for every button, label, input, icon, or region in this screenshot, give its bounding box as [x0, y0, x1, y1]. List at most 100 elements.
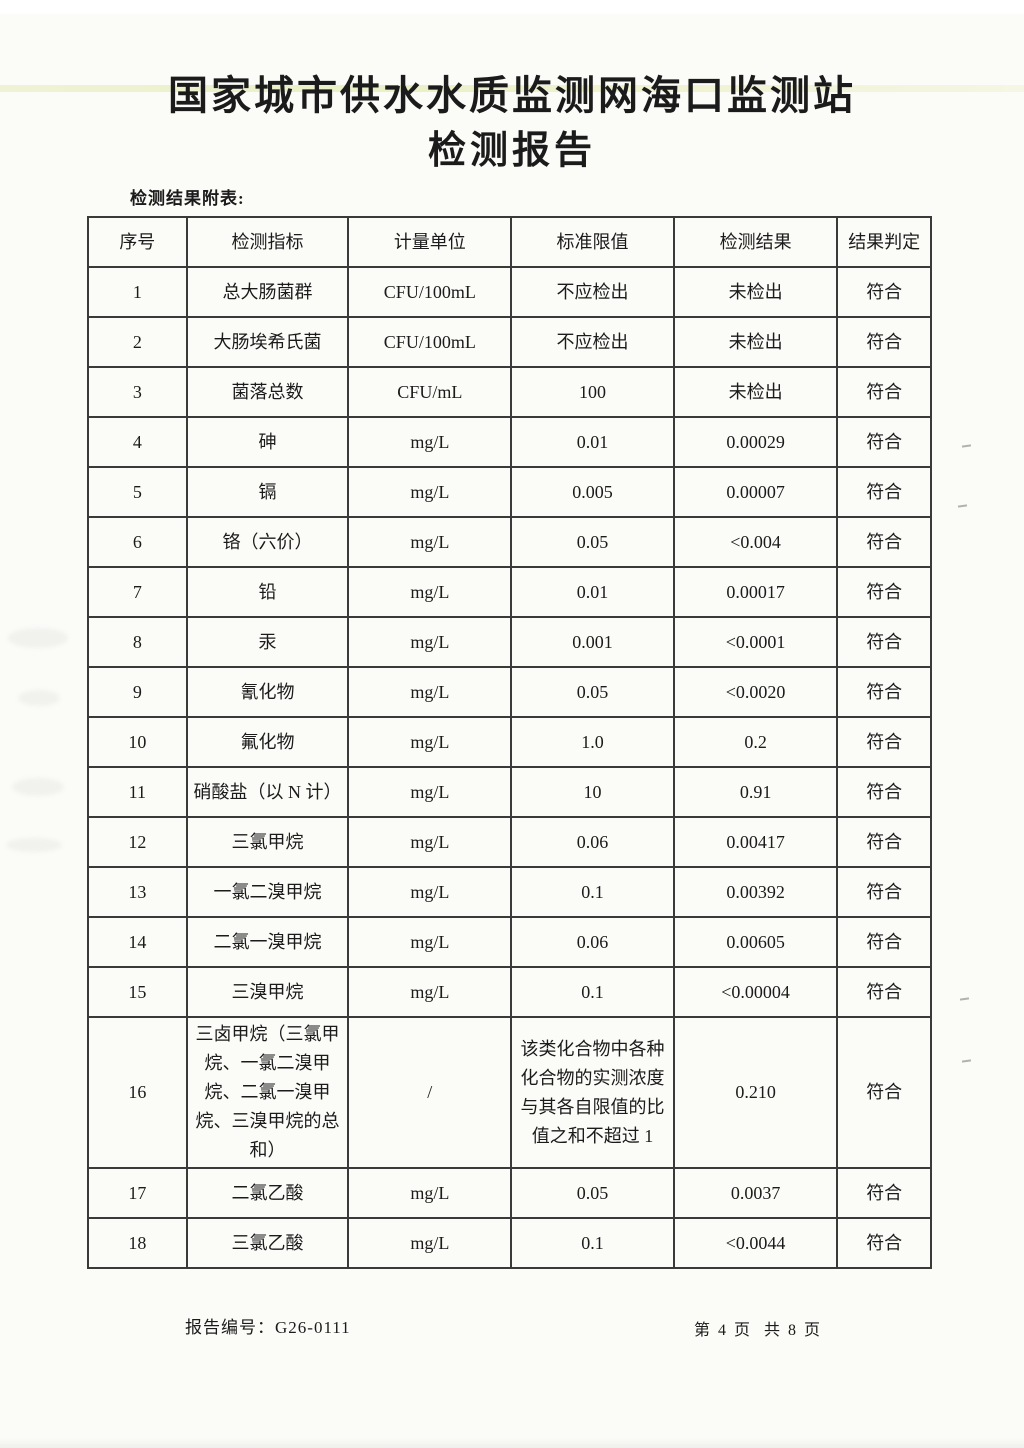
judgment-cell: 符合	[836, 366, 932, 418]
result-cell: 未检出	[672, 366, 839, 418]
limit-cell: 0.1	[510, 1217, 675, 1269]
unit-cell: mg/L	[347, 566, 513, 618]
limit-cell: 0.01	[510, 566, 675, 618]
table-row: 7 铅 mg/L 0.01 0.00017 符合	[87, 566, 932, 618]
result-cell: 0.00417	[672, 816, 839, 868]
judgment-cell: 符合	[836, 966, 932, 1018]
seq-cell: 3	[87, 366, 188, 418]
unit-cell: mg/L	[347, 966, 513, 1018]
indicator-cell: 铅	[185, 566, 350, 618]
indicator-cell: 汞	[185, 616, 350, 668]
header-limit: 标准限值	[510, 216, 675, 268]
indicator-cell: 镉	[185, 466, 350, 518]
table-row: 15 三溴甲烷 mg/L 0.1 <0.00004 符合	[87, 966, 932, 1018]
judgment-cell: 符合	[836, 716, 932, 768]
judgment-cell: 符合	[836, 1217, 932, 1269]
judgment-cell: 符合	[836, 1016, 932, 1169]
result-cell: 0.210	[672, 1016, 839, 1169]
result-cell: 0.00017	[672, 566, 839, 618]
limit-cell: 100	[510, 366, 675, 418]
judgment-cell: 符合	[836, 816, 932, 868]
indicator-cell: 砷	[185, 416, 350, 468]
indicator-cell: 三氯甲烷	[185, 816, 350, 868]
table-row: 11 硝酸盐（以 N 计） mg/L 10 0.91 符合	[87, 766, 932, 818]
header-indicator: 检测指标	[185, 216, 350, 268]
indicator-cell: 总大肠菌群	[185, 266, 350, 318]
judgment-cell: 符合	[836, 916, 932, 968]
unit-cell: mg/L	[347, 1217, 513, 1269]
indicator-cell: 二氯乙酸	[185, 1167, 350, 1219]
result-cell: 未检出	[672, 266, 839, 318]
table-row: 14 二氯一溴甲烷 mg/L 0.06 0.00605 符合	[87, 916, 932, 968]
unit-cell: mg/L	[347, 716, 513, 768]
report-number: 报告编号：G26-0111	[185, 1313, 351, 1338]
result-cell: 0.00392	[672, 866, 839, 918]
indicator-cell: 二氯一溴甲烷	[185, 916, 350, 968]
judgment-cell: 符合	[836, 466, 932, 518]
unit-cell: mg/L	[347, 616, 513, 668]
judgment-cell: 符合	[836, 866, 932, 918]
indicator-cell: 一氯二溴甲烷	[185, 866, 350, 918]
seq-cell: 16	[87, 1016, 188, 1169]
limit-cell: 0.1	[510, 966, 675, 1018]
indicator-cell: 大肠埃希氏菌	[185, 316, 350, 368]
report-title-line1: 国家城市供水水质监测网海口监测站	[168, 73, 856, 118]
scan-tick-mark	[961, 1059, 972, 1063]
table-row: 13 一氯二溴甲烷 mg/L 0.1 0.00392 符合	[87, 866, 932, 918]
limit-cell: 0.1	[510, 866, 675, 918]
seq-cell: 9	[87, 666, 188, 718]
limit-cell: 0.001	[510, 616, 675, 668]
report-title-line2: 检测报告	[427, 129, 596, 172]
scan-smudge	[8, 628, 68, 648]
unit-cell: CFU/100mL	[347, 266, 513, 318]
result-cell: <0.00004	[672, 966, 839, 1018]
unit-cell: mg/L	[347, 516, 513, 568]
judgment-cell: 符合	[836, 266, 932, 318]
scan-smudge	[6, 838, 62, 852]
unit-cell: mg/L	[347, 466, 513, 518]
seq-cell: 8	[87, 616, 188, 668]
limit-cell: 不应检出	[510, 316, 675, 368]
unit-cell: mg/L	[347, 916, 513, 968]
result-cell: 0.91	[672, 766, 839, 818]
table-row: 8 汞 mg/L 0.001 <0.0001 符合	[87, 616, 932, 668]
seq-cell: 10	[87, 716, 188, 768]
indicator-cell: 菌落总数	[185, 366, 350, 418]
scan-smudge	[12, 778, 64, 796]
result-cell: 0.00029	[672, 416, 839, 468]
scan-edge-white-band	[0, 0, 1024, 14]
result-cell: <0.0001	[672, 616, 839, 668]
table-row: 4 砷 mg/L 0.01 0.00029 符合	[87, 416, 932, 468]
seq-cell: 13	[87, 866, 188, 918]
seq-cell: 15	[87, 966, 188, 1018]
indicator-cell: 铬（六价）	[185, 516, 350, 568]
table-row: 3 菌落总数 CFU/mL 100 未检出 符合	[87, 366, 932, 418]
test-results-table: 序号 检测指标 计量单位 标准限值 检测结果 结果判定 1 总大肠菌群 CFU/…	[87, 216, 932, 1269]
limit-cell: 0.06	[510, 816, 675, 868]
report-number-value: G26-0111	[275, 1318, 351, 1337]
result-cell: <0.004	[672, 516, 839, 568]
page-indicator: 第 4 页 共 8 页	[694, 1322, 823, 1339]
table-row: 5 镉 mg/L 0.005 0.00007 符合	[87, 466, 932, 518]
judgment-cell: 符合	[836, 416, 932, 468]
judgment-cell: 符合	[836, 666, 932, 718]
limit-cell: 0.05	[510, 516, 675, 568]
seq-cell: 11	[87, 766, 188, 818]
unit-cell: CFU/100mL	[347, 316, 513, 368]
result-cell: 0.2	[672, 716, 839, 768]
limit-cell: 0.05	[510, 666, 675, 718]
header-result: 检测结果	[672, 216, 839, 268]
result-cell: 0.00007	[672, 466, 839, 518]
limit-cell: 0.06	[510, 916, 675, 968]
table-row: 18 三氯乙酸 mg/L 0.1 <0.0044 符合	[87, 1217, 932, 1269]
result-cell: <0.0044	[672, 1217, 839, 1269]
report-title: 国家城市供水水质监测网海口监测站 检测报告	[0, 68, 1024, 179]
unit-cell: mg/L	[347, 1167, 513, 1219]
report-number-label: 报告编号：	[185, 1318, 275, 1337]
limit-cell: 0.005	[510, 466, 675, 518]
result-cell: 0.00605	[672, 916, 839, 968]
result-cell: 未检出	[672, 316, 839, 368]
scan-tick-mark	[959, 997, 970, 1001]
table-row: 1 总大肠菌群 CFU/100mL 不应检出 未检出 符合	[87, 266, 932, 318]
